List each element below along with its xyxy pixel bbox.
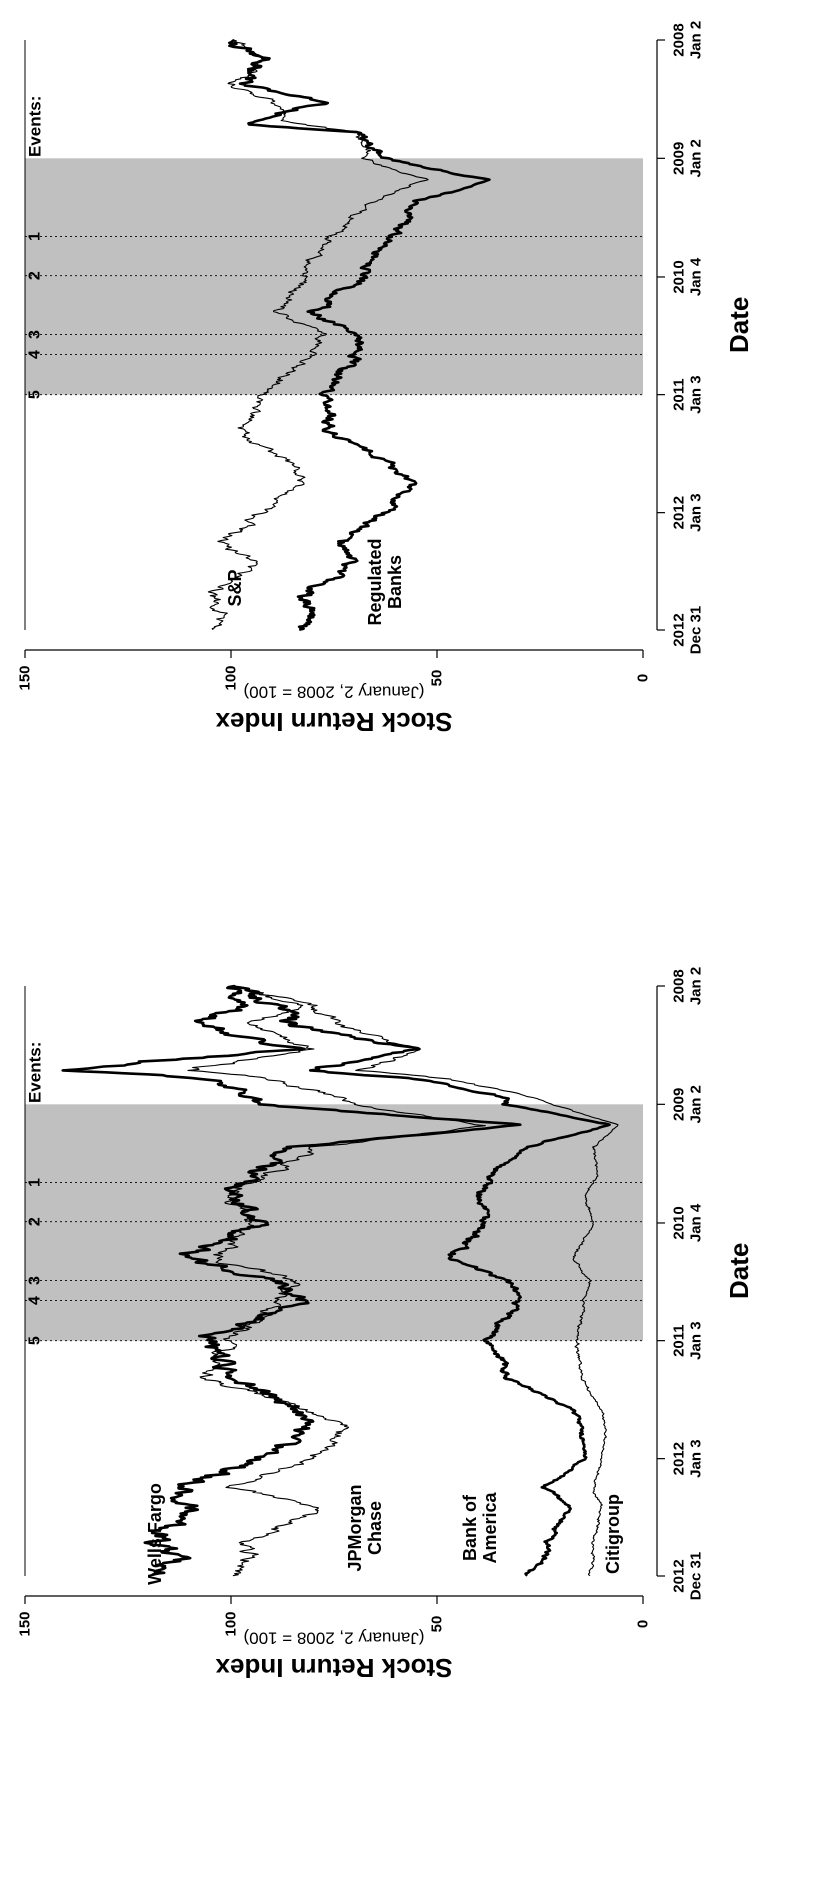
event-label: 3 [27, 330, 44, 339]
y-axis-title: Stock Return Index (January 2, 2008 = 100… [215, 1629, 452, 1684]
value-tick-label: 50 [429, 1616, 446, 1633]
y-axis-subtitle: (January 2, 2008 = 100) [244, 683, 425, 702]
date-tick-label: 2012 Jan 3 [671, 1439, 705, 1477]
date-tick-label: 2012 Jan 3 [671, 493, 705, 531]
date-tick-label: 2011 Jan 3 [671, 375, 705, 413]
series-label-line: Citigroup [603, 1494, 623, 1574]
date-tick-year: 2008 [671, 969, 688, 1002]
series-label-wells-fargo: Wells Fargo [145, 1483, 165, 1585]
date-tick-label: 2011 Jan 3 [671, 1321, 705, 1359]
date-tick-day: Dec 31 [688, 606, 705, 654]
series-label-regulated-banks: Regulated Banks [365, 538, 405, 625]
y-axis-title-main: Stock Return Index [215, 707, 452, 737]
chart-panel-1: 1 2 3 4 5 Events: S&P Regulated Banks 0 50 100 150 20… [17, 21, 755, 737]
y-axis-title-main: Stock Return Index [215, 1653, 452, 1683]
date-tick-label: 2008 Jan 2 [671, 21, 705, 59]
date-tick-day: Jan 2 [688, 967, 705, 1005]
events-label: Events: [26, 1042, 45, 1103]
date-tick-day: Jan 2 [688, 1085, 705, 1123]
date-tick-year: 2011 [671, 1324, 688, 1357]
date-tick-day: Jan 4 [688, 257, 705, 296]
date-tick-label: 2009 Jan 2 [671, 139, 705, 177]
date-tick-label: 2012 Dec 31 [671, 1552, 705, 1600]
date-tick-day: Jan 4 [688, 1203, 705, 1242]
date-tick-day: Jan 3 [688, 1439, 705, 1477]
value-tick-label: 100 [223, 665, 240, 690]
date-tick-day: Jan 3 [688, 375, 705, 413]
series-label-bank-of-america: Bank of America [460, 1491, 500, 1563]
x-axis-title: Date [724, 297, 754, 353]
date-tick-year: 2009 [671, 142, 688, 175]
date-tick-year: 2012 [671, 613, 688, 646]
series-label-line: JPMorgan [345, 1484, 365, 1571]
event-label: 5 [27, 1336, 44, 1345]
series-label-jpmorgan-chase: JPMorgan Chase [345, 1484, 385, 1571]
series-label-s-p: S&P [225, 569, 245, 606]
shaded-period [25, 158, 643, 395]
series-line-regulated-banks [228, 38, 491, 631]
event-label: 4 [27, 350, 44, 359]
event-label: 1 [27, 232, 44, 241]
date-tick-year: 2010 [671, 1206, 688, 1239]
series-label-line: Bank of [460, 1494, 480, 1561]
date-tick-year: 2012 [671, 1559, 688, 1592]
date-tick-year: 2009 [671, 1088, 688, 1121]
chart-panel-2: 1 2 3 4 5 Events: Wells Fargo JPMorgan Chase Bank… [17, 967, 755, 1683]
date-tick-day: Jan 2 [688, 21, 705, 59]
series-line-bank-of-america [231, 984, 611, 1577]
date-tick-day: Dec 31 [688, 1552, 705, 1600]
event-label: 4 [27, 1296, 44, 1305]
date-tick-day: Jan 3 [688, 1321, 705, 1359]
series-label-line: Regulated [365, 538, 385, 625]
date-tick-year: 2010 [671, 260, 688, 293]
date-tick-year: 2008 [671, 23, 688, 56]
date-tick-year: 2011 [671, 378, 688, 411]
event-label: 3 [27, 1276, 44, 1285]
date-tick-label: 2012 Dec 31 [671, 606, 705, 654]
series-label-line: S&P [225, 569, 245, 606]
date-tick-label: 2010 Jan 4 [671, 1203, 705, 1242]
date-tick-label: 2008 Jan 2 [671, 967, 705, 1005]
event-label: 5 [27, 390, 44, 399]
event-label: 1 [27, 1178, 44, 1187]
series-line-citigroup [230, 985, 619, 1577]
series-line-wells-fargo [61, 984, 522, 1577]
series-label-line: Wells Fargo [145, 1483, 165, 1585]
series-label-citigroup: Citigroup [603, 1494, 623, 1574]
series-line-s-p [207, 39, 429, 631]
date-tick-year: 2012 [671, 496, 688, 529]
date-tick-day: Jan 2 [688, 139, 705, 177]
event-label: 2 [27, 1217, 44, 1226]
x-axis-title: Date [724, 1243, 754, 1299]
series-line-jpmorgan-chase [187, 985, 486, 1577]
date-tick-day: Jan 3 [688, 493, 705, 531]
value-tick-label: 0 [635, 1620, 652, 1628]
date-tick-year: 2012 [671, 1442, 688, 1475]
value-tick-label: 100 [223, 1611, 240, 1636]
event-label: 2 [27, 271, 44, 280]
value-tick-label: 150 [17, 665, 34, 690]
value-tick-label: 150 [17, 1611, 34, 1636]
y-axis-subtitle: (January 2, 2008 = 100) [244, 1629, 425, 1648]
series-label-line: Banks [385, 555, 405, 609]
value-tick-label: 0 [635, 674, 652, 682]
series-label-line: America [480, 1491, 500, 1563]
date-tick-label: 2010 Jan 4 [671, 257, 705, 296]
events-label: Events: [26, 96, 45, 157]
date-tick-label: 2009 Jan 2 [671, 1085, 705, 1123]
y-axis-title: Stock Return Index (January 2, 2008 = 100… [215, 683, 452, 738]
value-tick-label: 50 [429, 670, 446, 687]
series-label-line: Chase [365, 1501, 385, 1555]
